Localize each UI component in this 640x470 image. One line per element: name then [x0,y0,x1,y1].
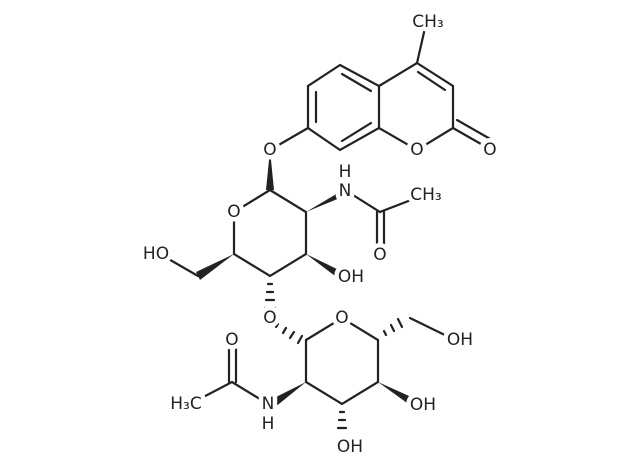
atom-label: H [262,414,275,434]
bond [415,26,427,65]
atom-label: OH [447,330,473,350]
atom-labels: CH₃ O O O N H O O CH₃ OH HO O O OH OH OH… [138,8,501,462]
wedge-bond [378,382,418,408]
atom-label: HO [143,244,169,264]
bond [455,118,494,142]
atom-label: H [339,162,352,182]
bond [416,70,447,92]
bond [340,72,373,93]
wedge-bond [306,254,343,279]
bond [268,126,310,152]
bonds [158,26,494,430]
atom-label: O [263,308,276,328]
atom-label: O [373,245,386,265]
atom-label: CH₃ [412,12,443,32]
bond [343,188,426,214]
atom-label: O [263,140,276,160]
bond [377,61,455,152]
atom-label: N [339,181,352,201]
bond [306,63,381,152]
atom-label: O [410,140,423,160]
hash-bond [263,282,277,310]
bond [304,316,380,406]
wedge-bond [196,254,234,280]
atom-label: O [483,140,496,160]
atom-label: H₃C [170,394,201,414]
hash-bond [382,317,404,337]
wedge-bond [266,150,274,190]
bond [451,126,490,150]
bond [408,316,457,342]
atom-label: OH [410,395,436,415]
wedge-bond [306,190,347,212]
atom-label: OH [337,437,363,457]
bond [188,380,270,406]
atom-label: O [335,308,348,328]
hash-bond [336,410,348,430]
atom-label: O [227,202,240,222]
bond [340,121,373,143]
atom-label: O [225,330,238,350]
atom-label: CH₃ [410,185,441,205]
atom-label: OH [338,267,364,287]
wedge-bond [270,382,306,408]
atom-label: N [262,394,275,414]
hash-bond [274,322,304,345]
bond [158,252,200,278]
bond [232,188,308,278]
